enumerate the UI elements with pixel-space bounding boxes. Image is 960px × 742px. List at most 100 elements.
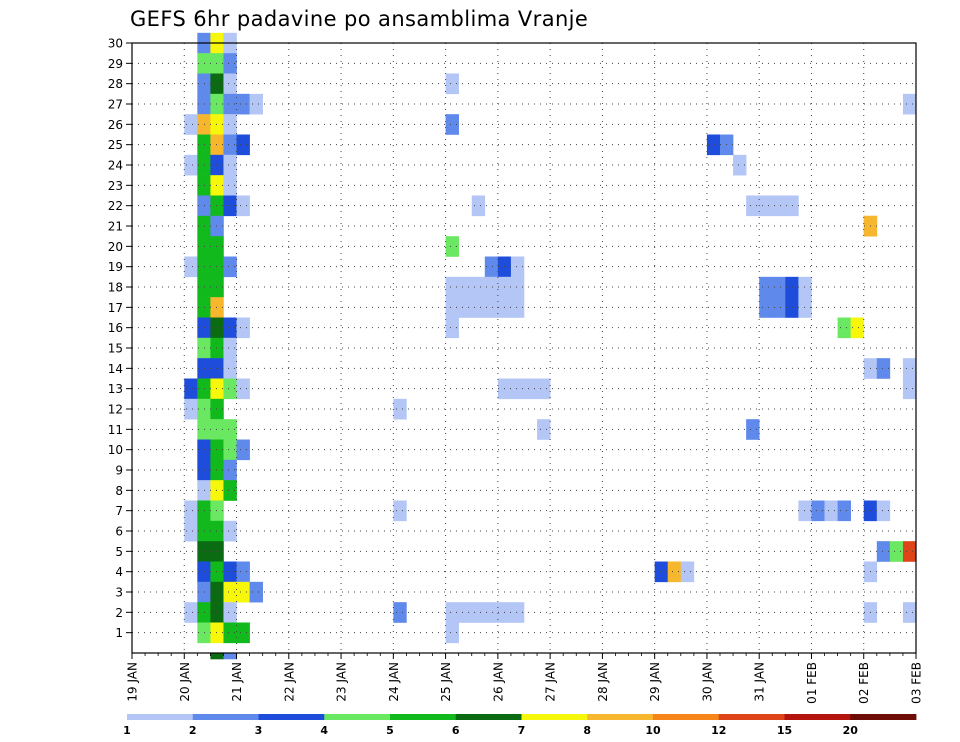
heatmap-cell — [236, 622, 250, 644]
y-tick-label: 3 — [115, 586, 123, 600]
heatmap-cell — [393, 398, 407, 420]
y-tick-label: 2 — [115, 606, 123, 620]
y-tick-label: 10 — [108, 443, 123, 457]
x-tick-label: 01 FEB — [805, 662, 819, 704]
heatmap-cell — [458, 276, 473, 298]
heatmap-cell — [445, 73, 459, 95]
y-axis: 1234567891011121314151617181920212223242… — [108, 37, 132, 640]
legend-swatch — [127, 714, 194, 720]
heatmap-cell — [210, 541, 224, 562]
x-tick-label: 30 JAN — [700, 662, 714, 702]
heatmap-cell — [445, 622, 459, 644]
y-tick-label: 17 — [108, 301, 123, 315]
heatmap-cell — [772, 195, 786, 217]
heatmap-cell — [824, 500, 838, 522]
heatmap-cell — [210, 175, 224, 196]
heatmap-cell — [210, 602, 224, 623]
y-tick-label: 26 — [108, 118, 123, 132]
heatmap-cell — [236, 317, 250, 339]
heatmap-cell — [184, 520, 198, 542]
heatmap-cell — [484, 276, 499, 298]
y-tick-label: 1 — [115, 626, 123, 640]
heatmap-cell — [223, 114, 237, 135]
heatmap-cell — [902, 541, 917, 562]
heatmap-cell — [471, 195, 486, 217]
heatmap-cell — [524, 378, 538, 400]
heatmap-cell — [223, 337, 237, 359]
heatmap-cell — [445, 276, 459, 298]
heatmap-cell — [210, 337, 224, 359]
heatmap-cell — [223, 195, 237, 217]
heatmap-cell — [223, 256, 237, 278]
heatmap-cell — [184, 398, 198, 420]
heatmap-cell — [223, 459, 237, 481]
heatmap-cell — [471, 276, 486, 298]
heatmap-cell — [236, 378, 250, 400]
heatmap-cell — [223, 419, 237, 440]
heatmap-cell — [210, 378, 224, 400]
heatmap-cell — [210, 276, 224, 298]
heatmap-cell — [210, 236, 224, 257]
heatmap-cell — [458, 297, 473, 318]
x-tick-label: 19 JAN — [126, 662, 140, 702]
heatmap-cell — [667, 561, 682, 583]
heatmap-cell — [746, 195, 760, 217]
legend-swatch — [653, 714, 720, 720]
legend-label: 20 — [843, 724, 859, 737]
y-tick-label: 27 — [108, 98, 123, 112]
legend-swatch — [718, 714, 785, 720]
heatmap-cell — [471, 297, 486, 318]
heatmap-cell — [210, 358, 224, 379]
x-tick-label: 28 JAN — [596, 662, 610, 702]
heatmap-cell — [393, 602, 407, 623]
legend-swatch — [192, 714, 259, 720]
heatmap-cell — [210, 520, 224, 542]
heatmap-cell — [876, 500, 891, 522]
heatmap-cell — [772, 297, 786, 318]
heatmap-cell — [876, 541, 891, 562]
heatmap-cell — [445, 602, 459, 623]
heatmap-cell — [223, 175, 237, 196]
heatmap-cell — [759, 276, 773, 298]
heatmap-cell — [223, 73, 237, 95]
heatmap-cell — [210, 398, 224, 420]
x-tick-label: 24 JAN — [387, 662, 401, 702]
heatmap-cell — [210, 73, 224, 95]
heatmap-cell — [889, 541, 904, 562]
x-tick-label: 27 JAN — [544, 662, 558, 702]
heatmap-cell — [902, 358, 917, 379]
heatmap-cell — [223, 622, 237, 644]
heatmap-cell — [210, 215, 224, 237]
heatmap-cell — [249, 581, 263, 603]
heatmap-cell — [236, 561, 250, 583]
legend-swatch — [258, 714, 325, 720]
heatmap-cell — [210, 480, 224, 501]
heatmap-cell — [837, 317, 851, 339]
heatmap-cell — [210, 459, 224, 481]
heatmap-cell — [223, 317, 237, 339]
heatmap-cell — [223, 358, 237, 379]
heatmap-cell — [236, 134, 250, 156]
heatmap-cell — [210, 439, 224, 461]
heatmap-cell — [510, 378, 525, 400]
heatmap-cell — [445, 317, 459, 339]
heatmap-cell — [445, 114, 459, 135]
heatmap-cell — [236, 581, 250, 603]
y-tick-label: 28 — [108, 77, 123, 91]
heatmap-cell — [902, 378, 917, 400]
heatmap-cell — [902, 602, 917, 623]
legend-label: 10 — [645, 724, 661, 737]
legend-swatch — [784, 714, 851, 720]
chart-title: GEFS 6hr padavine po ansamblima Vranje — [130, 7, 588, 31]
heatmap-cell — [484, 602, 499, 623]
x-tick-label: 29 JAN — [648, 662, 662, 702]
heatmap-cell — [510, 256, 525, 278]
y-tick-label: 21 — [108, 220, 123, 234]
heatmap-cell — [537, 378, 551, 400]
heatmap-cell — [393, 500, 407, 522]
legend-label: 5 — [386, 724, 394, 737]
y-tick-label: 5 — [115, 545, 123, 559]
x-tick-label: 20 JAN — [178, 662, 192, 702]
heatmap-cell — [537, 419, 551, 440]
heatmap-cell — [210, 622, 224, 644]
